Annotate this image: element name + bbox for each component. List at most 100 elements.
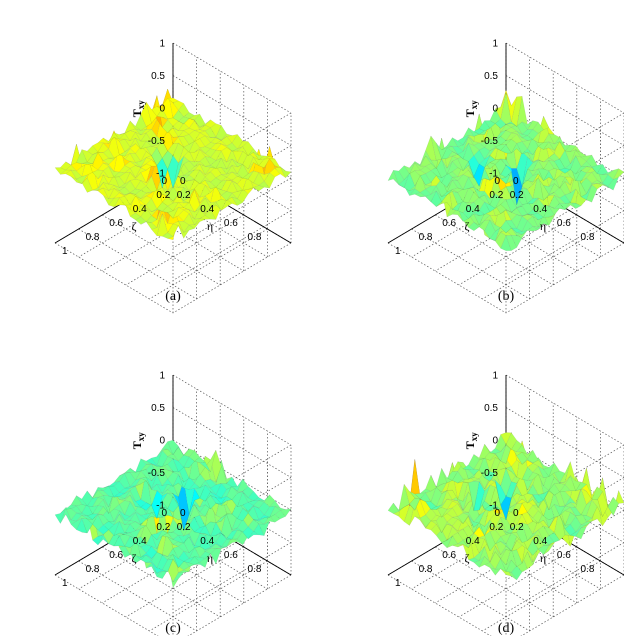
- x-tick-label: 0.8: [86, 232, 100, 243]
- surface-patch: [451, 174, 464, 181]
- surface-patch: [113, 141, 125, 173]
- surface-patch: [226, 179, 238, 185]
- surface-patch: [468, 127, 480, 137]
- surface-patch: [167, 97, 179, 103]
- z-tick-label: -0.5: [481, 136, 499, 147]
- z-tick-label: 0.5: [484, 71, 498, 82]
- z-tick-label: -0.5: [148, 136, 166, 147]
- surface-patch: [146, 480, 158, 490]
- surface-patch: [274, 165, 286, 172]
- surface-patch: [118, 148, 131, 157]
- surface-patch: [570, 145, 582, 153]
- surface-patch: [162, 492, 174, 509]
- z-tick-label: 1: [159, 371, 165, 382]
- surface-patch: [516, 214, 528, 217]
- x-tick-label: 0.2: [156, 522, 170, 533]
- surface-patch: [97, 137, 110, 144]
- x-tick-label: 0.4: [133, 536, 147, 547]
- surface-panel: -1 -0.5 0 0.5 1 0 0.2 0.4 0.6 0.8 1 0 0.2 0.4 0.6 0.8 Tx…: [387, 39, 624, 314]
- surface-patch: [468, 454, 480, 470]
- grid-line: [505, 42, 624, 114]
- y-tick-label: 0.2: [510, 190, 524, 201]
- surface-patch: [500, 526, 512, 535]
- x-tick-label: 0.6: [442, 550, 456, 561]
- surface-patch: [172, 186, 185, 195]
- x-tick-label: 0.4: [466, 536, 480, 547]
- x-tick-label: 1: [395, 246, 401, 257]
- surface-patch: [140, 463, 152, 472]
- surface-patch: [554, 137, 566, 146]
- z-axis-label-sub: xy: [136, 432, 146, 442]
- y-tick-label: 0: [494, 176, 500, 187]
- z-tick-label: 1: [159, 39, 165, 50]
- surface-patch: [237, 478, 249, 492]
- surface-patch: [103, 148, 115, 159]
- surface-patch: [162, 558, 174, 572]
- surface-patch: [253, 156, 265, 166]
- surface-patch: [511, 96, 523, 127]
- surface-patch: [81, 514, 93, 520]
- x-tick-label: 0.8: [419, 564, 433, 575]
- surface-patch: [221, 133, 233, 141]
- surface-patch: [468, 113, 480, 142]
- grid-line: [172, 42, 292, 114]
- surface-patch: [258, 172, 270, 182]
- surface-patch: [446, 517, 458, 526]
- surface-patch: [145, 474, 158, 489]
- surface-patch: [86, 145, 99, 155]
- surface-patch: [468, 468, 480, 476]
- surface-patch: [151, 566, 163, 578]
- surface-patch: [162, 150, 174, 170]
- surface: [54, 88, 292, 241]
- surface-patch: [511, 498, 523, 507]
- surface-patch: [511, 440, 523, 452]
- z-axis-label-sub: xy: [469, 432, 479, 442]
- grid-line: [172, 242, 292, 314]
- y-tick-label: 0.6: [224, 218, 238, 229]
- surface-patch: [430, 485, 442, 507]
- z-tick-label: 0: [159, 436, 165, 447]
- z-tick-label: 1: [492, 371, 498, 382]
- panel-caption: (c): [165, 621, 181, 636]
- surface-patch: [274, 506, 286, 511]
- surface: [387, 432, 624, 581]
- x-tick-label: 0: [180, 508, 186, 519]
- surface-patch: [484, 444, 496, 454]
- z-tick-label: -1: [489, 169, 498, 180]
- x-axis-label: ζ: [465, 219, 470, 233]
- z-tick-label: 0: [159, 104, 165, 115]
- surface-patch: [505, 235, 517, 251]
- surface-patch: [188, 213, 201, 225]
- x-tick-label: 0.6: [442, 218, 456, 229]
- surface-patch: [280, 166, 292, 179]
- grid-line: [505, 242, 624, 314]
- surface-patch: [414, 170, 426, 193]
- surface-patch: [478, 443, 491, 459]
- surface-patch: [269, 158, 281, 168]
- z-axis-label: Txy: [463, 432, 479, 450]
- surface-patch: [505, 92, 517, 122]
- surface-patch: [505, 466, 517, 478]
- surface-patch: [97, 162, 109, 171]
- surface-patch: [70, 505, 83, 514]
- y-tick-label: 0.8: [247, 564, 261, 575]
- surface-patch: [478, 154, 491, 168]
- surface-patch: [199, 551, 211, 559]
- surface-patch: [172, 554, 184, 568]
- surface-patch: [172, 136, 184, 138]
- x-tick-label: 1: [62, 246, 68, 257]
- x-tick-label: 1: [62, 578, 68, 589]
- surface-patch: [124, 486, 136, 494]
- surface-patch: [183, 448, 195, 457]
- surface-patch: [113, 492, 126, 498]
- z-axis-label-main: T: [130, 441, 144, 449]
- surface-patch: [511, 514, 523, 529]
- surface-patch: [479, 479, 491, 492]
- surface-patch: [511, 522, 523, 534]
- surface-patch: [495, 444, 507, 462]
- surface-patch: [204, 135, 217, 143]
- z-axis-label-sub: xy: [136, 100, 146, 110]
- surface-patch: [236, 140, 249, 150]
- surface-patch: [231, 146, 243, 152]
